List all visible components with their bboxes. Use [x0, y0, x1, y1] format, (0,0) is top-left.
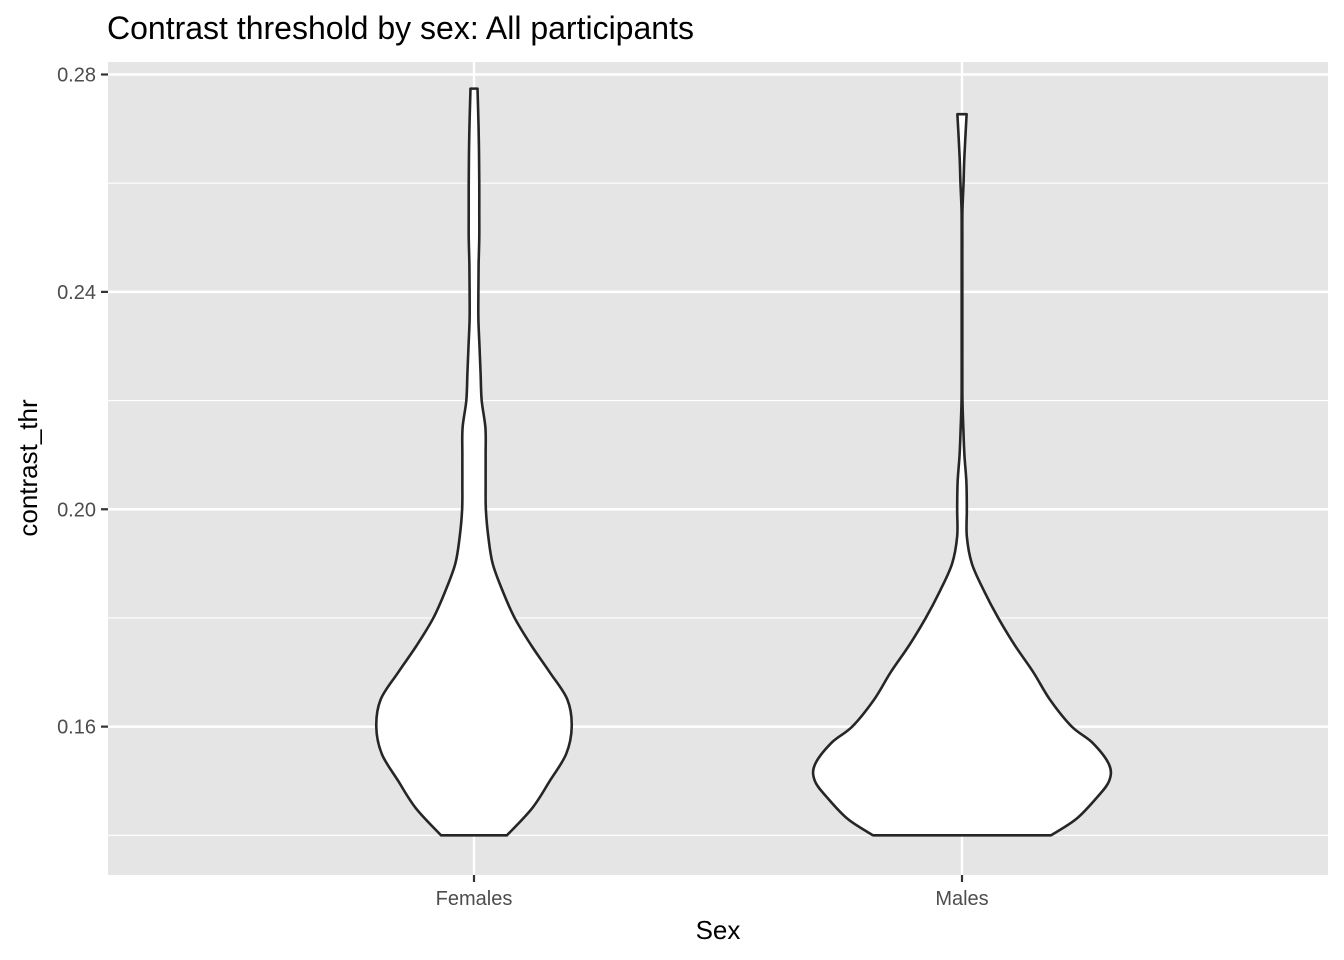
x-tick-label-males: Males — [935, 888, 988, 910]
plot-panel — [108, 62, 1328, 875]
chart-title: Contrast threshold by sex: All participa… — [107, 10, 694, 46]
y-axis-title: contrast_thr — [13, 399, 43, 537]
y-axis: 0.16 0.20 0.24 0.28 — [57, 64, 108, 739]
violins — [374, 87, 1113, 837]
y-tick-label: 0.20 — [57, 499, 96, 521]
x-tick-label-females: Females — [436, 888, 513, 910]
y-tick-label: 0.24 — [57, 282, 96, 304]
x-axis-title: Sex — [696, 915, 741, 945]
y-tick-label: 0.28 — [57, 64, 96, 86]
violin-females — [374, 87, 574, 837]
y-tick-label: 0.16 — [57, 717, 96, 739]
violin-males — [811, 112, 1113, 837]
x-axis: Females Males — [436, 875, 989, 910]
